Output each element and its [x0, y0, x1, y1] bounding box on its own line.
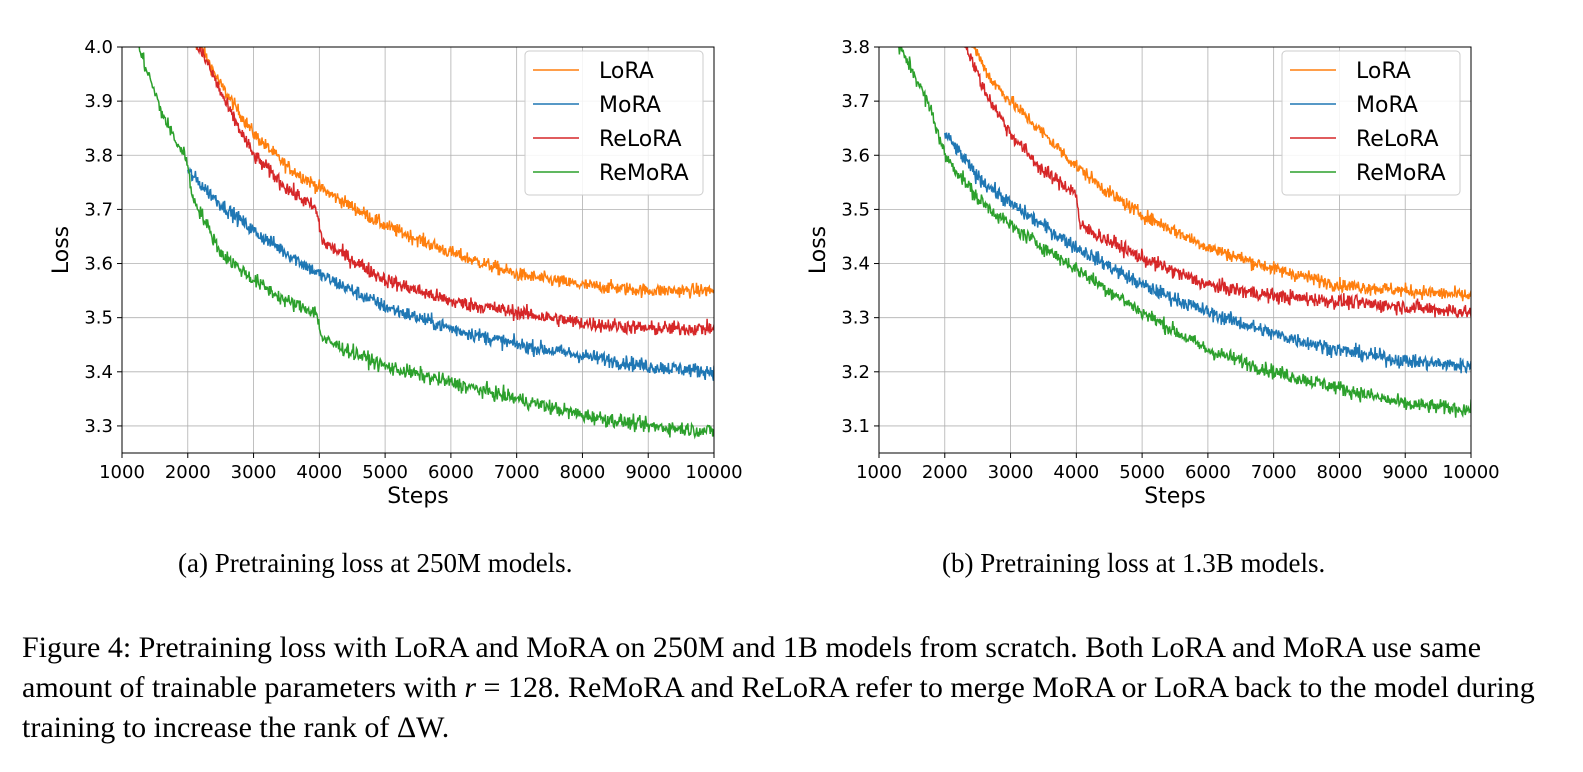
legend-label-remora: ReMoRA	[1356, 161, 1446, 186]
x-tick-label: 1000	[99, 462, 145, 483]
series-line-remora	[138, 47, 714, 440]
y-tick-label: 3.3	[84, 416, 113, 437]
series-line-relora	[194, 47, 714, 337]
legend-label-lora: LoRA	[1356, 59, 1411, 84]
y-tick-label: 3.2	[841, 362, 870, 383]
subcaption-a: (a) Pretraining loss at 250M models.	[178, 548, 572, 579]
x-tick-label: 2000	[165, 462, 211, 483]
series-line-remora	[898, 47, 1471, 419]
y-tick-label: 4.0	[84, 37, 113, 58]
x-tick-label: 2000	[922, 462, 968, 483]
subcaption-a-text: Pretraining loss at 250M models.	[214, 548, 573, 578]
y-tick-label: 3.9	[84, 91, 113, 112]
y-tick-label: 3.5	[84, 308, 113, 329]
y-tick-label: 3.4	[84, 362, 113, 383]
x-tick-label: 6000	[428, 462, 474, 483]
x-tick-label: 7000	[494, 462, 540, 483]
legend-label-remora: ReMoRA	[599, 161, 689, 186]
legend-label-relora: ReLoRA	[1356, 127, 1439, 152]
y-axis-label: Loss	[49, 226, 74, 274]
caption-var-r: r	[464, 671, 477, 704]
subcaption-b-tag: (b)	[942, 548, 974, 578]
legend: LoRA MoRA ReLoRA ReMoRA	[1281, 50, 1461, 196]
x-tick-label: 3000	[988, 462, 1034, 483]
series-line-mora	[944, 132, 1471, 374]
legend: LoRA MoRA ReLoRA ReMoRA	[524, 50, 704, 196]
x-tick-label: 10000	[1442, 462, 1499, 483]
legend-label-relora: ReLoRA	[599, 127, 682, 152]
series-line-lora	[971, 47, 1471, 302]
x-tick-label: 5000	[1119, 462, 1165, 483]
charts-canvas: 1000 2000 3000 4000 5000 6000 7000 8000 9000 1000…	[49, 37, 1500, 509]
caption-equals: = 128	[476, 671, 553, 704]
y-tick-label: 3.6	[84, 254, 113, 275]
y-tick-label: 3.1	[841, 416, 870, 437]
y-axis-label: Loss	[806, 226, 831, 274]
caption-delta: ΔW	[396, 711, 442, 744]
plot-frame	[121, 46, 715, 454]
series-line-lora	[195, 47, 714, 299]
x-tick-label: 10000	[685, 462, 742, 483]
figure-caption: Figure 4: Pretraining loss with LoRA and…	[22, 628, 1552, 748]
chart-panel-a: 1000 2000 3000 4000 5000 6000 7000 8000 9000 1000…	[49, 37, 743, 509]
y-tick-label: 3.7	[84, 199, 113, 220]
x-tick-label: 9000	[1382, 462, 1428, 483]
caption-part3: .	[441, 711, 450, 744]
plot-frame	[878, 46, 1472, 454]
x-tick-label: 8000	[1317, 462, 1363, 483]
y-tick-label: 3.7	[841, 91, 870, 112]
legend-box	[524, 50, 704, 196]
x-tick-label: 8000	[560, 462, 606, 483]
series-line-mora	[187, 166, 714, 381]
subcaption-b-text: Pretraining loss at 1.3B models.	[980, 548, 1326, 578]
caption-part2: . ReMoRA and ReLoRA refer to merge MoRA …	[22, 671, 1535, 744]
x-tick-label: 4000	[296, 462, 342, 483]
x-tick-label: 7000	[1251, 462, 1297, 483]
series-line-relora	[964, 47, 1471, 319]
legend-label-mora: MoRA	[1356, 93, 1418, 118]
y-tick-label: 3.8	[841, 37, 870, 58]
y-tick-label: 3.8	[84, 145, 113, 166]
subcaption-a-tag: (a)	[178, 548, 208, 578]
legend-label-mora: MoRA	[599, 93, 661, 118]
x-tick-label: 3000	[231, 462, 277, 483]
x-axis-label: Steps	[387, 484, 449, 509]
legend-label-lora: LoRA	[599, 59, 654, 84]
y-tick-label: 3.5	[841, 199, 870, 220]
y-tick-label: 3.3	[841, 308, 870, 329]
y-tick-label: 3.4	[841, 254, 870, 275]
x-tick-label: 1000	[856, 462, 902, 483]
x-tick-label: 4000	[1053, 462, 1099, 483]
x-axis-label: Steps	[1144, 484, 1206, 509]
subcaption-b: (b) Pretraining loss at 1.3B models.	[942, 548, 1325, 579]
chart-panel-b: 1000 2000 3000 4000 5000 6000 7000 8000 9000 1000…	[806, 37, 1500, 509]
caption-part1: Figure 4: Pretraining loss with LoRA and…	[22, 631, 1482, 704]
legend-box	[1281, 50, 1461, 196]
x-tick-label: 6000	[1185, 462, 1231, 483]
y-tick-label: 3.6	[841, 145, 870, 166]
x-tick-label: 5000	[362, 462, 408, 483]
x-tick-label: 9000	[625, 462, 671, 483]
